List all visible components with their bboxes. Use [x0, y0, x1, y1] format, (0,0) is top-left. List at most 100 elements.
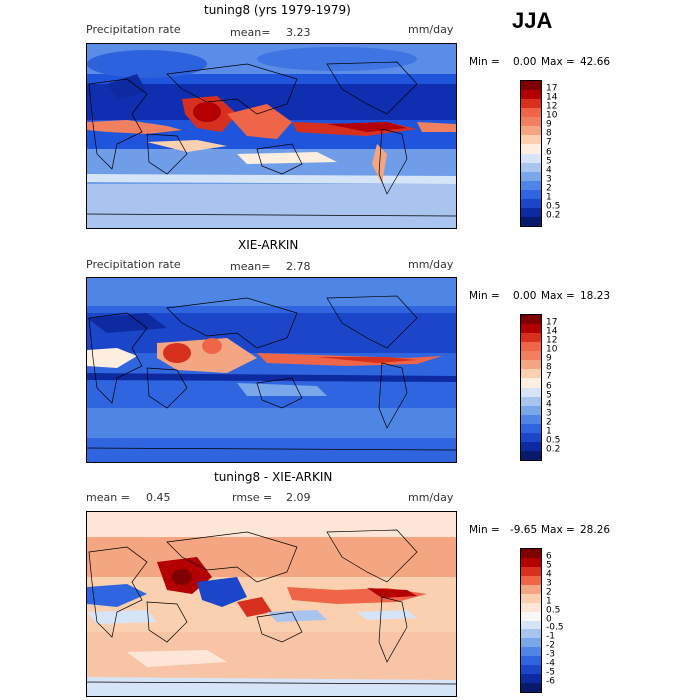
panel2-units: mm/day: [408, 258, 454, 271]
colorbar-tick-label: 8: [546, 362, 552, 373]
colorbar-swatch: [521, 629, 541, 639]
colorbar-tick-label: 6: [546, 551, 552, 562]
colorbar-swatch: [521, 171, 541, 181]
colorbar-swatch: [521, 665, 541, 675]
colorbar-tick-label: 12: [546, 101, 558, 112]
colorbar-swatch: [521, 557, 541, 567]
panel3-difference-field: [87, 512, 456, 696]
colorbar-swatch: [521, 360, 541, 370]
panel1-precip-field: [87, 44, 456, 228]
colorbar-tick-label: 5: [546, 560, 552, 571]
colorbar-swatch: [521, 99, 541, 109]
colorbar-tick-label: 9: [546, 119, 552, 130]
panel1-max-value: 42.66: [580, 56, 611, 68]
panel3-rmse-label: rmse =: [232, 491, 273, 504]
colorbar-tick-label: 3: [546, 578, 552, 589]
panel1-mean-value: 3.23: [286, 26, 311, 39]
colorbar-tick-label: 5: [546, 390, 552, 401]
panel1-min-value: 0.00: [513, 56, 537, 68]
colorbar-tick-label: 0.2: [546, 444, 561, 455]
colorbar-tick-label: 2: [546, 183, 552, 194]
colorbar-swatch: [521, 162, 541, 172]
colorbar-swatch: [521, 441, 541, 451]
colorbar-swatch: [521, 315, 541, 325]
colorbar-tick-label: 14: [546, 92, 558, 103]
colorbar-tick-label: 8: [546, 128, 552, 139]
colorbar-tick-label: 0.5: [546, 605, 561, 616]
colorbar-swatch: [521, 216, 541, 226]
colorbar-swatch: [521, 333, 541, 343]
colorbar-swatch: [521, 117, 541, 127]
panel2-title: XIE-ARKIN: [238, 238, 299, 252]
colorbar-tick-label: -2: [546, 640, 555, 651]
colorbar-swatch: [521, 108, 541, 118]
panel2-precip-field: [87, 278, 456, 462]
colorbar-tick-label: -5: [546, 667, 555, 678]
panel3-title: tuning8 - XIE-ARKIN: [214, 470, 333, 484]
colorbar-swatch: [521, 198, 541, 208]
colorbar-tick-label: 2: [546, 417, 552, 428]
season-label: JJA: [512, 8, 553, 33]
panel2-mean-value: 2.78: [286, 260, 311, 273]
colorbar-tick-label: 7: [546, 137, 552, 148]
colorbar-swatch: [521, 135, 541, 145]
colorbar-tick-label: 3: [546, 174, 552, 185]
panel1-colorbar-ticks: 17 14 12 10 9 8 7 6 5 4 3 2 1 0.5 0.2: [546, 80, 586, 225]
panel1-colorbar: [520, 80, 542, 227]
colorbar-swatch: [521, 566, 541, 576]
colorbar-swatch: [521, 144, 541, 154]
colorbar-swatch: [521, 638, 541, 648]
colorbar-tick-label: 3: [546, 408, 552, 419]
panel1-max-label: Max =: [541, 56, 575, 68]
colorbar-tick-label: 4: [546, 569, 552, 580]
colorbar-tick-label: -1: [546, 631, 555, 642]
panel2-colorbar: [520, 314, 542, 461]
panel2-variable-label: Precipitation rate: [86, 258, 181, 271]
colorbar-swatch: [521, 593, 541, 603]
colorbar-tick-label: 0.5: [546, 201, 561, 212]
panel2-max-value: 18.23: [580, 290, 611, 302]
panel3-mean-label: mean =: [86, 491, 130, 504]
colorbar-swatch: [521, 575, 541, 585]
panel3-colorbar: [520, 548, 542, 693]
colorbar-tick-label: 12: [546, 335, 558, 346]
colorbar-tick-label: 9: [546, 353, 552, 364]
colorbar-swatch: [521, 423, 541, 433]
panel3-colorbar-ticks: 6 5 4 3 2 1 0.5 0 -0.5 -1 -2 -3 -4 -5 -6: [546, 548, 586, 691]
panel3-rmse-value: 2.09: [286, 491, 311, 504]
colorbar-tick-label: 6: [546, 147, 552, 157]
colorbar-tick-label: 4: [546, 165, 552, 176]
panel2-map: [86, 277, 457, 463]
colorbar-tick-label: -4: [546, 658, 555, 669]
colorbar-swatch: [521, 405, 541, 415]
colorbar-swatch: [521, 611, 541, 621]
colorbar-swatch: [521, 180, 541, 190]
colorbar-swatch: [521, 351, 541, 361]
colorbar-swatch: [521, 674, 541, 684]
colorbar-swatch: [521, 378, 541, 388]
panel1-variable-label: Precipitation rate: [86, 23, 181, 36]
colorbar-swatch: [521, 369, 541, 379]
panel1-map: [86, 43, 457, 229]
panel3-min-value: -9.65: [510, 524, 538, 536]
colorbar-tick-label: 7: [546, 371, 552, 382]
colorbar-tick-label: 1: [546, 426, 552, 437]
colorbar-swatch: [521, 656, 541, 666]
colorbar-tick-label: 1: [546, 596, 552, 607]
panel1-units: mm/day: [408, 23, 454, 36]
colorbar-tick-label: 2: [546, 587, 552, 598]
colorbar-swatch: [521, 620, 541, 630]
colorbar-swatch: [521, 549, 541, 558]
colorbar-swatch: [521, 647, 541, 657]
panel3-units: mm/day: [408, 491, 454, 504]
panel1-title: tuning8 (yrs 1979-1979): [204, 3, 351, 17]
colorbar-swatch: [521, 207, 541, 217]
panel2-mean-label: mean=: [230, 260, 271, 273]
colorbar-swatch: [521, 450, 541, 460]
colorbar-swatch: [521, 90, 541, 100]
colorbar-tick-label: 6: [546, 381, 552, 391]
colorbar-tick-label: 4: [546, 399, 552, 410]
panel1-mean-label: mean=: [230, 26, 271, 39]
colorbar-swatch: [521, 81, 541, 91]
colorbar-swatch: [521, 153, 541, 163]
